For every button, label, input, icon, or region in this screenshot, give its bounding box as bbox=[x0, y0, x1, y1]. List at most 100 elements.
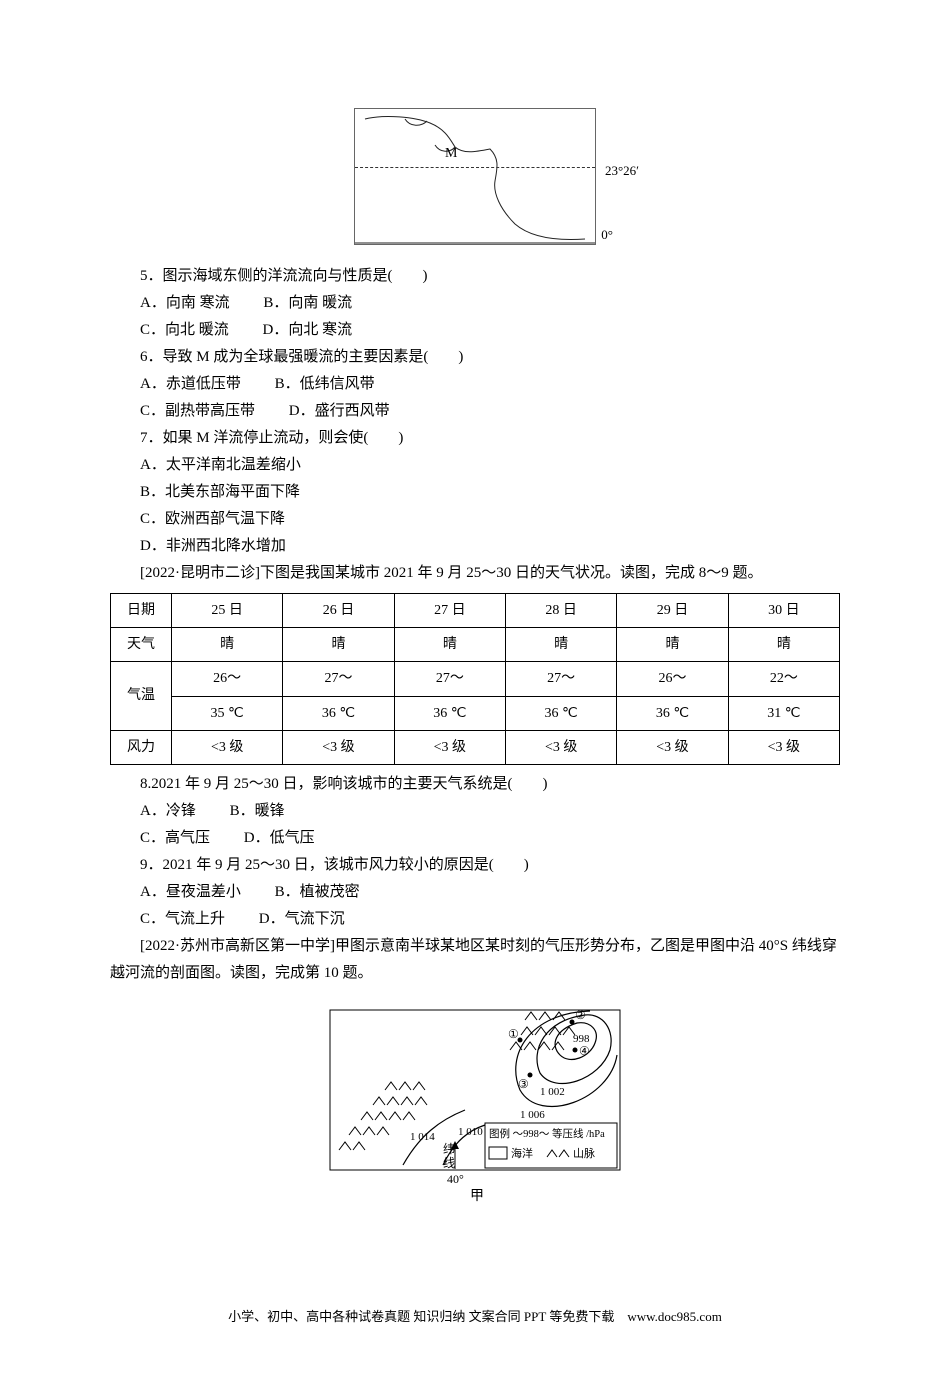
pt3: ③ bbox=[518, 1077, 529, 1091]
pt2: ② bbox=[575, 1008, 586, 1022]
lat-label-1: 纬 bbox=[443, 1142, 455, 1156]
q7-c: C．欧洲西部气温下降 bbox=[110, 506, 840, 533]
lat-label-2: 线 bbox=[443, 1156, 455, 1170]
pt1: ① bbox=[508, 1027, 519, 1041]
legend-iso: 图例 ～998～ 等压线 /hPa bbox=[489, 1127, 605, 1140]
hdr-25: 25 日 bbox=[172, 594, 283, 628]
w0: 晴 bbox=[172, 628, 283, 662]
hdr-date: 日期 bbox=[111, 594, 172, 628]
wd5: <3 级 bbox=[728, 730, 839, 764]
legend-mtn: 山脉 bbox=[573, 1146, 595, 1160]
wd4: <3 级 bbox=[617, 730, 728, 764]
q9-c: C．气流上升 bbox=[140, 911, 225, 927]
q8-c: C．高气压 bbox=[140, 830, 210, 846]
page-footer: 小学、初中、高中各种试卷真题 知识归纳 文案合同 PPT 等免费下载 www.d… bbox=[110, 1305, 840, 1328]
th0: 26～ bbox=[172, 662, 283, 696]
map2-caption: 甲 bbox=[470, 1189, 484, 1204]
tl0: 35 ℃ bbox=[172, 696, 283, 730]
wd3: <3 级 bbox=[505, 730, 616, 764]
map2: ① ② ③ ④ 998 1 002 1 006 1 010 1 014 纬 线 … bbox=[325, 995, 625, 1215]
q5-c: C．向北 暖流 bbox=[140, 322, 229, 338]
q7-b: B．北美东部海平面下降 bbox=[110, 479, 840, 506]
q5-stem: 5．图示海域东侧的洋流流向与性质是( ) bbox=[110, 263, 840, 290]
map1-svg bbox=[355, 109, 595, 244]
q6-d: D．盛行西风带 bbox=[289, 403, 390, 419]
th1: 27～ bbox=[283, 662, 394, 696]
lat-dashed-label: 23°26′ bbox=[605, 159, 639, 182]
map2-svg: ① ② ③ ④ 998 1 002 1 006 1 010 1 014 纬 线 … bbox=[325, 995, 625, 1215]
hdr-26: 26 日 bbox=[283, 594, 394, 628]
q6-c: C．副热带高压带 bbox=[140, 403, 255, 419]
map1-figure: M 23°26′ 0° bbox=[110, 108, 840, 255]
intro-10: [2022·苏州市高新区第一中学]甲图示意南半球某地区某时刻的气压形势分布，乙图… bbox=[110, 933, 840, 987]
th4: 26～ bbox=[617, 662, 728, 696]
tl1: 36 ℃ bbox=[283, 696, 394, 730]
tropic-line bbox=[355, 167, 595, 168]
hdr-29: 29 日 bbox=[617, 594, 728, 628]
iso1006: 1 006 bbox=[520, 1109, 545, 1121]
pt4: ④ bbox=[579, 1044, 590, 1058]
legend-sea: 海洋 bbox=[511, 1146, 533, 1160]
map2-figure: ① ② ③ ④ 998 1 002 1 006 1 010 1 014 纬 线 … bbox=[110, 995, 840, 1225]
label-m: M bbox=[445, 141, 457, 166]
hdr-30: 30 日 bbox=[728, 594, 839, 628]
q8-a: A．冷锋 bbox=[140, 803, 196, 819]
q9-opts2: C．气流上升 D．气流下沉 bbox=[110, 906, 840, 933]
wd2: <3 级 bbox=[394, 730, 505, 764]
tl2: 36 ℃ bbox=[394, 696, 505, 730]
q5-d: D．向北 寒流 bbox=[263, 322, 353, 338]
lat-bottom-label: 0° bbox=[601, 223, 613, 246]
temp-label: 气温 bbox=[111, 662, 172, 730]
q5-b: B．向南 暖流 bbox=[263, 295, 352, 311]
table-row: 天气 晴 晴 晴 晴 晴 晴 bbox=[111, 628, 840, 662]
wd0: <3 级 bbox=[172, 730, 283, 764]
q9-d: D．气流下沉 bbox=[259, 911, 345, 927]
weather-label: 天气 bbox=[111, 628, 172, 662]
q8-stem: 8.2021 年 9 月 25～30 日，影响该城市的主要天气系统是( ) bbox=[110, 771, 840, 798]
w4: 晴 bbox=[617, 628, 728, 662]
q6-b: B．低纬信风带 bbox=[275, 376, 375, 392]
iso998: 998 bbox=[573, 1033, 590, 1045]
weather-table: 日期 25 日 26 日 27 日 28 日 29 日 30 日 天气 晴 晴 … bbox=[110, 593, 840, 765]
q6-opts: A．赤道低压带 B．低纬信风带 bbox=[110, 371, 840, 398]
table-row: 风力 <3 级 <3 级 <3 级 <3 级 <3 级 <3 级 bbox=[111, 730, 840, 764]
q9-opts: A．昼夜温差小 B．植被茂密 bbox=[110, 879, 840, 906]
w3: 晴 bbox=[505, 628, 616, 662]
q9-b: B．植被茂密 bbox=[275, 884, 360, 900]
map1: M 23°26′ 0° bbox=[354, 108, 596, 245]
q6-a: A．赤道低压带 bbox=[140, 376, 241, 392]
iso1014: 1 014 bbox=[410, 1131, 435, 1143]
q6-stem: 6．导致 M 成为全球最强暖流的主要因素是( ) bbox=[110, 344, 840, 371]
q6-opts2: C．副热带高压带 D．盛行西风带 bbox=[110, 398, 840, 425]
q7-d: D．非洲西北降水增加 bbox=[110, 533, 840, 560]
tl4: 36 ℃ bbox=[617, 696, 728, 730]
w5: 晴 bbox=[728, 628, 839, 662]
wd1: <3 级 bbox=[283, 730, 394, 764]
intro-8-9: [2022·昆明市二诊]下图是我国某城市 2021 年 9 月 25～30 日的… bbox=[110, 560, 840, 587]
q7-a: A．太平洋南北温差缩小 bbox=[110, 452, 840, 479]
table-row: 气温 26～ 27～ 27～ 27～ 26～ 22～ bbox=[111, 662, 840, 696]
q5-a: A．向南 寒流 bbox=[140, 295, 230, 311]
lat-tick: 40° bbox=[447, 1172, 464, 1186]
iso1002: 1 002 bbox=[540, 1086, 565, 1098]
table-row: 日期 25 日 26 日 27 日 28 日 29 日 30 日 bbox=[111, 594, 840, 628]
hdr-28: 28 日 bbox=[505, 594, 616, 628]
tl5: 31 ℃ bbox=[728, 696, 839, 730]
q8-opts2: C．高气压 D．低气压 bbox=[110, 825, 840, 852]
q9-a: A．昼夜温差小 bbox=[140, 884, 241, 900]
th2: 27～ bbox=[394, 662, 505, 696]
q8-d: D．低气压 bbox=[244, 830, 315, 846]
w1: 晴 bbox=[283, 628, 394, 662]
th3: 27～ bbox=[505, 662, 616, 696]
q7-stem: 7．如果 M 洋流停止流动，则会使( ) bbox=[110, 425, 840, 452]
wind-label: 风力 bbox=[111, 730, 172, 764]
q5-opts: A．向南 寒流 B．向南 暖流 bbox=[110, 290, 840, 317]
w2: 晴 bbox=[394, 628, 505, 662]
th5: 22～ bbox=[728, 662, 839, 696]
q9-stem: 9．2021 年 9 月 25～30 日，该城市风力较小的原因是( ) bbox=[110, 852, 840, 879]
table-row: 35 ℃ 36 ℃ 36 ℃ 36 ℃ 36 ℃ 31 ℃ bbox=[111, 696, 840, 730]
iso1010: 1 010 bbox=[458, 1126, 483, 1138]
q8-b: B．暖锋 bbox=[230, 803, 285, 819]
tl3: 36 ℃ bbox=[505, 696, 616, 730]
q5-opts2: C．向北 暖流 D．向北 寒流 bbox=[110, 317, 840, 344]
